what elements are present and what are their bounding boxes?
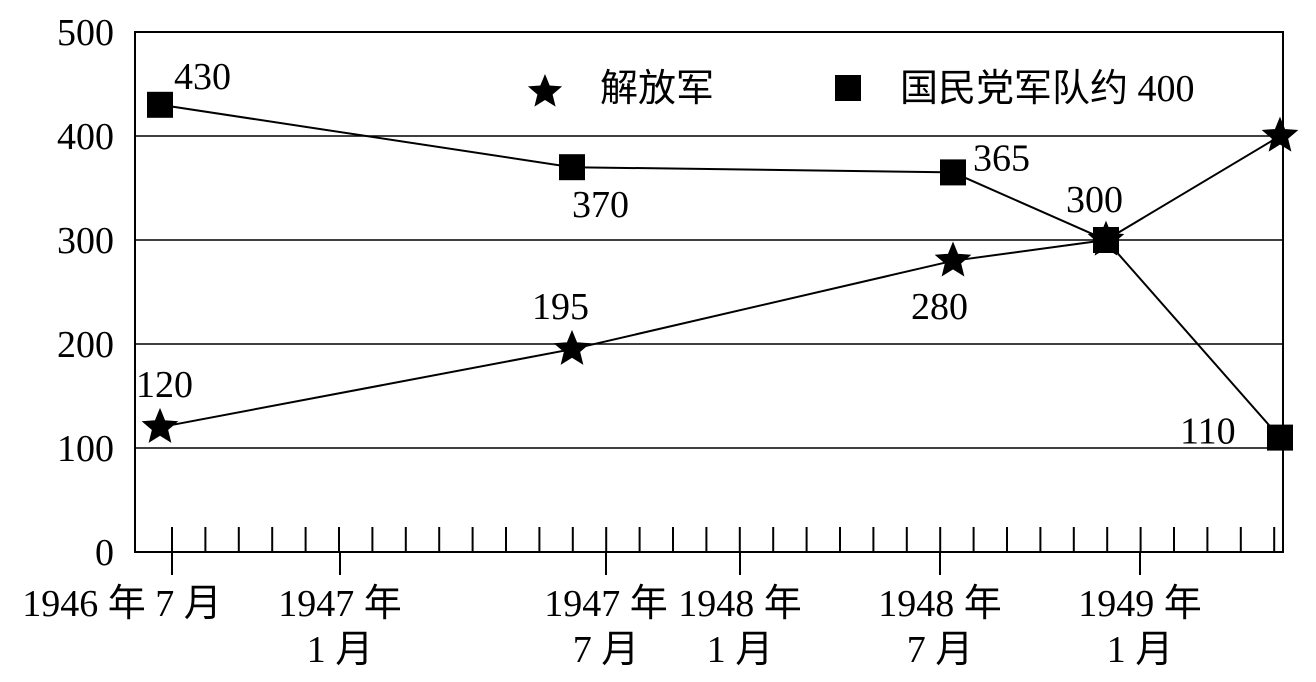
square-marker — [1267, 424, 1293, 451]
y-tick-label: 500 — [57, 12, 114, 54]
x-tick-label-line2: 7 月 — [573, 629, 640, 671]
star-marker — [1261, 116, 1299, 152]
grid-lines — [135, 135, 1283, 449]
data-label: 195 — [532, 286, 589, 328]
x-major-ticks — [171, 552, 1141, 575]
legend-square-marker — [835, 75, 861, 101]
series-layer: 120 195 280 430 370 365 300 110 — [136, 56, 1299, 453]
x-tick-label-line2: 1 月 — [1107, 629, 1174, 671]
data-label: 430 — [174, 56, 231, 98]
legend-label-pla: 解放军 — [600, 68, 714, 110]
legend-star-marker — [527, 74, 563, 107]
legend: 解放军 国民党军队约 400 — [527, 68, 1195, 110]
series-0: 120 195 280 — [136, 116, 1299, 443]
x-tick-label: 1948 年 — [878, 583, 1002, 625]
data-label: 110 — [1180, 411, 1236, 453]
square-marker — [147, 91, 173, 118]
square-marker — [940, 159, 966, 186]
star-marker — [141, 407, 179, 443]
x-tick-label: 1946 年 7 月 — [22, 583, 222, 625]
x-tick-label-line2: 1 月 — [707, 629, 774, 671]
series-line-1 — [159, 103, 1281, 439]
data-label: 370 — [572, 184, 629, 226]
data-label: 280 — [911, 286, 968, 328]
star-marker — [934, 241, 972, 277]
x-tick-label: 1947 年 — [278, 583, 402, 625]
y-tick-label: 300 — [57, 220, 114, 262]
plot-frame — [134, 31, 1284, 553]
y-tick-label: 200 — [57, 324, 114, 366]
x-tick-label: 1948 年 — [678, 583, 802, 625]
y-axis-labels: 0 100 200 300 400 500 — [57, 12, 114, 574]
y-tick-label: 400 — [57, 116, 114, 158]
y-tick-label: 0 — [95, 532, 114, 574]
y-tick-label: 100 — [57, 428, 114, 470]
x-tick-label: 1947 年 — [544, 583, 668, 625]
x-tick-label-line2: 1 月 — [307, 629, 374, 671]
data-label: 300 — [1066, 179, 1123, 221]
x-minor-ticks — [171, 527, 1276, 552]
series-1: 430 370 365 300 110 — [147, 56, 1293, 453]
square-marker — [559, 154, 585, 181]
data-label: 120 — [136, 364, 193, 406]
data-label: 365 — [973, 137, 1030, 179]
x-tick-label: 1949 年 — [1078, 583, 1202, 625]
square-marker — [1093, 227, 1119, 253]
star-marker — [553, 329, 591, 365]
legend-label-kmt: 国民党军队约 400 — [900, 68, 1195, 110]
x-tick-label-line2: 7 月 — [907, 629, 974, 671]
